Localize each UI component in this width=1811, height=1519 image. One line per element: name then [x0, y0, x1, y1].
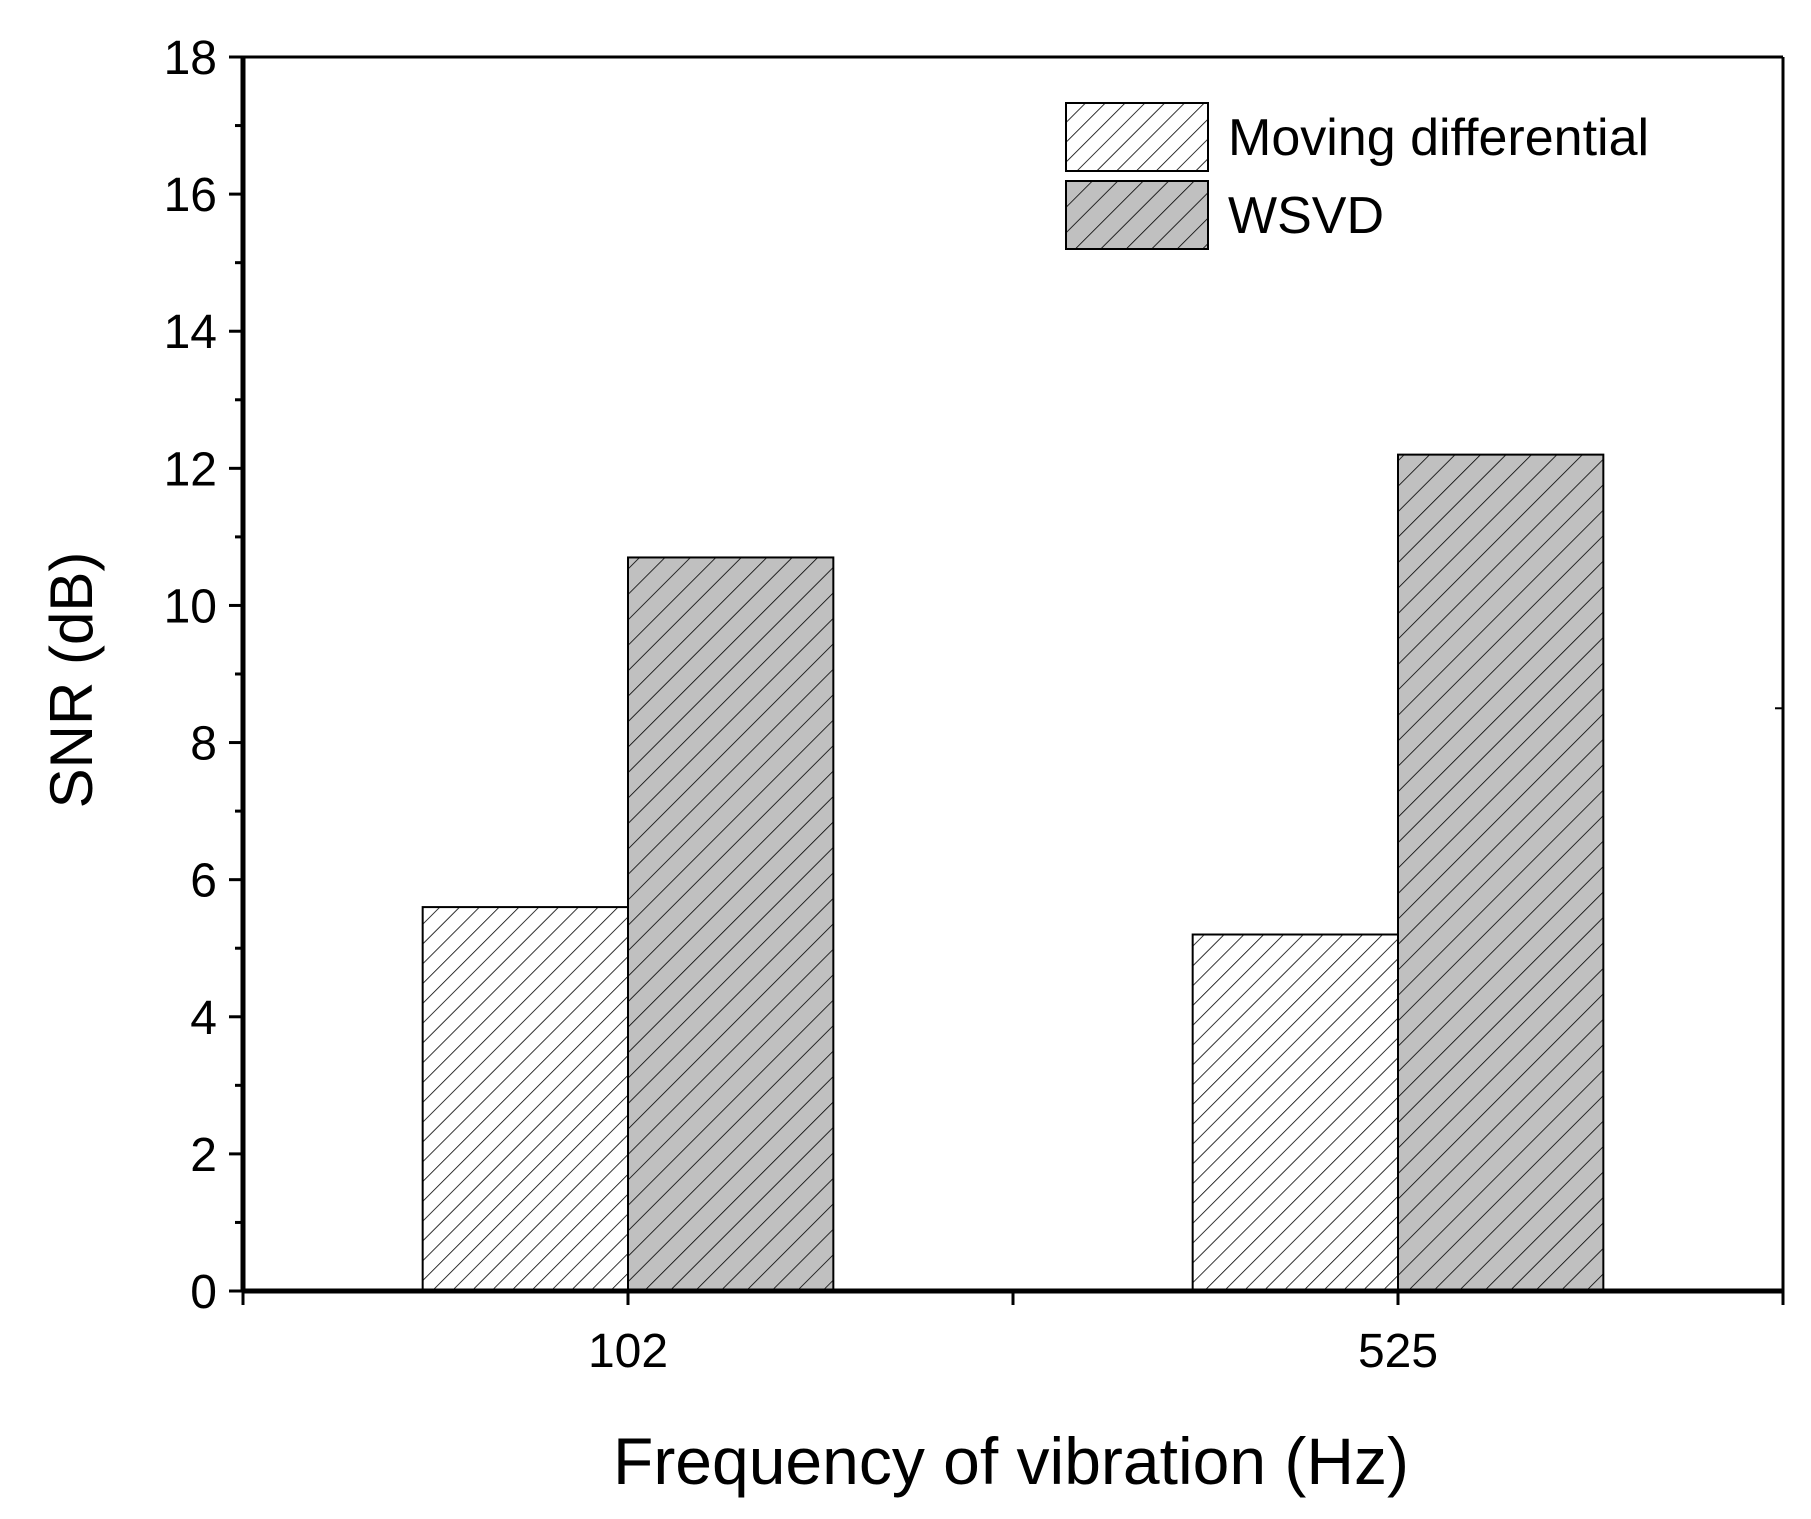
bar-moving-differential-525 [1191, 933, 1399, 1292]
bars-layer [421, 453, 1605, 1293]
y-tick-label-6: 6 [190, 855, 217, 908]
bar-wsvd-525 [1397, 453, 1605, 1293]
x-tick-label-102: 102 [588, 1325, 668, 1378]
legend-swatch-wsvd [1065, 180, 1209, 250]
legend-label-moving-differential: Moving differential [1228, 109, 1649, 167]
x-tick-label-525: 525 [1358, 1325, 1438, 1378]
legend-swatch-moving-differential [1065, 102, 1209, 172]
y-tick-label-12: 12 [164, 443, 217, 496]
y-tick-label-16: 16 [164, 169, 217, 222]
y-tick-label-10: 10 [164, 580, 217, 633]
y-tick-label-4: 4 [190, 992, 217, 1045]
axes-layer: 0 2 4 6 8 10 12 14 16 18 102 525 [164, 32, 1785, 1378]
bar-moving-differential-102 [421, 906, 629, 1292]
bar-wsvd-102 [627, 556, 835, 1292]
y-tick-label-8: 8 [190, 718, 217, 771]
legend-label-wsvd: WSVD [1228, 187, 1384, 245]
y-tick-label-18: 18 [164, 32, 217, 85]
legend: Moving differential WSVD [1065, 102, 1649, 250]
y-tick-label-0: 0 [190, 1266, 217, 1319]
y-tick-label-14: 14 [164, 306, 217, 359]
x-axis-label: Frequency of vibration (Hz) [613, 1424, 1409, 1498]
y-axis-label: SNR (dB) [38, 552, 105, 809]
y-tick-label-2: 2 [190, 1129, 217, 1182]
